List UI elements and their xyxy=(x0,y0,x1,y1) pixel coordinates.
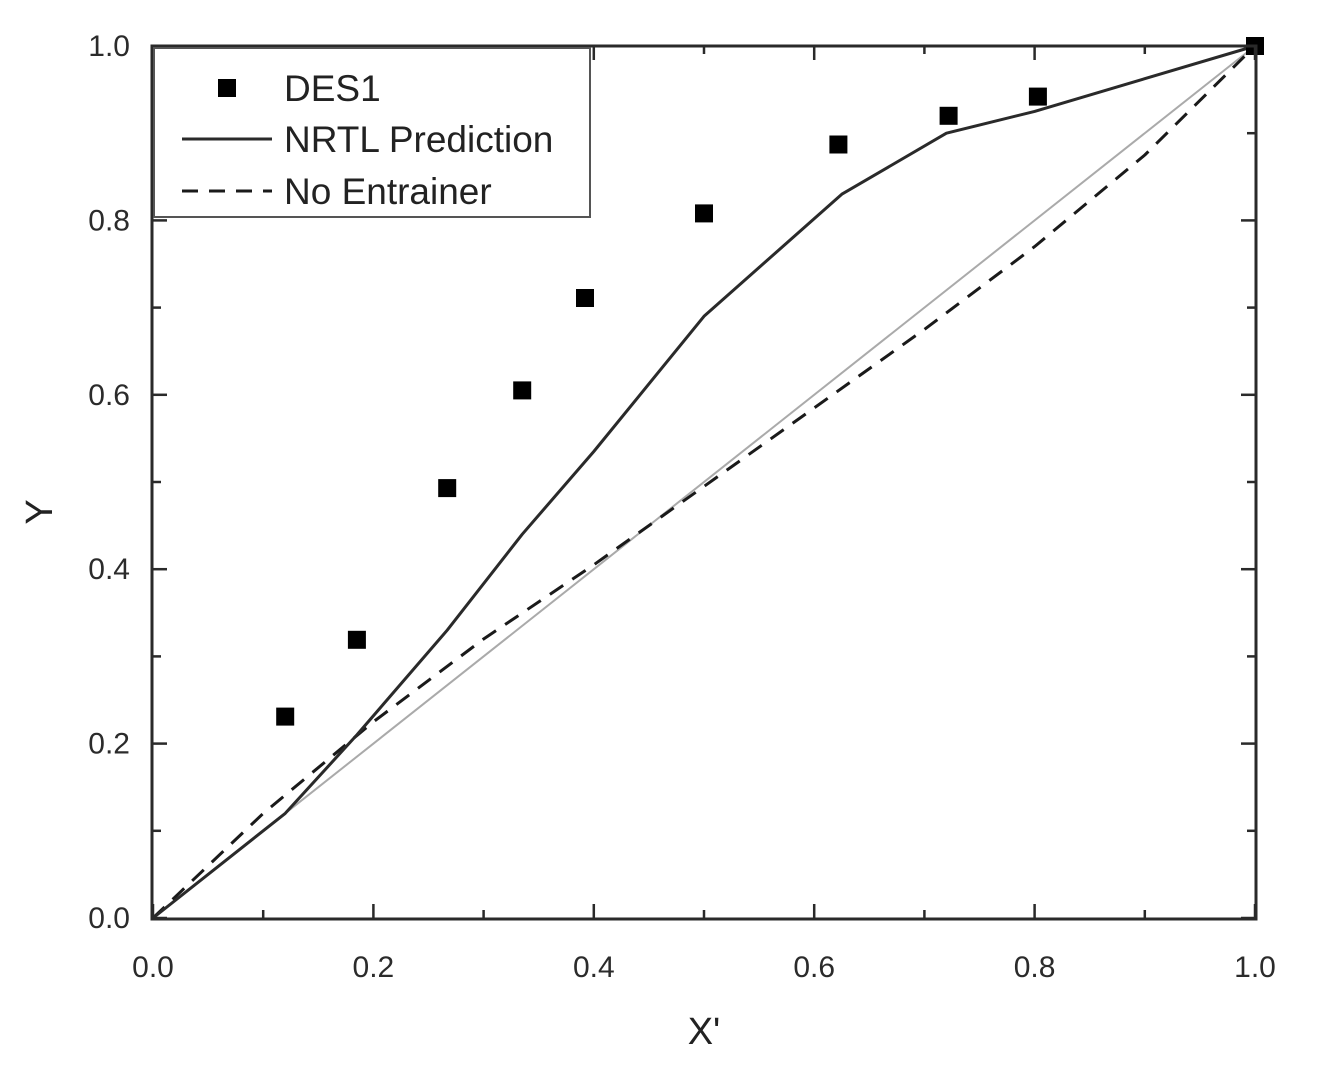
data-point-des1 xyxy=(347,630,366,649)
y-tick-label: 0.4 xyxy=(88,553,130,586)
legend-label-nrtl: NRTL Prediction xyxy=(284,119,553,160)
x-tick-label: 0.6 xyxy=(793,951,835,984)
data-point-des1 xyxy=(695,204,713,223)
y-tick-label: 0.8 xyxy=(88,204,130,237)
y-tick-label: 1.0 xyxy=(88,30,130,63)
x-tick-label: 0.4 xyxy=(573,951,615,984)
x-axis-title: X' xyxy=(688,1011,721,1053)
legend-box xyxy=(153,47,591,218)
data-point-des1 xyxy=(513,381,532,400)
data-point-des1 xyxy=(939,106,958,125)
data-point-des1 xyxy=(438,479,457,498)
y-axis-title: Y xyxy=(19,499,61,524)
data-point-des1 xyxy=(576,289,594,307)
series-line-nrtl-prediction xyxy=(152,44,1256,920)
ticks-layer: 0.0 0.2 0.4 0.6 0.8 1.0 0.0 0.2 0.4 0.6 0.8 1.0 xyxy=(88,30,1276,984)
x-tick-label: 0.0 xyxy=(132,951,174,984)
x-tick-label: 0.2 xyxy=(353,951,395,984)
legend-marker-des1 xyxy=(218,79,236,97)
y-tick-label: 0.0 xyxy=(88,902,130,935)
series-line-no-entrainer xyxy=(151,44,1257,920)
x-tick-label: 0.8 xyxy=(1014,951,1056,984)
y-tick-label: 0.2 xyxy=(88,728,130,761)
y-tick-label: 0.6 xyxy=(88,379,130,412)
series-line-reference-diagonal xyxy=(152,45,1256,919)
x-tick-label: 1.0 xyxy=(1234,951,1276,984)
legend-label-no-entrainer: No Entrainer xyxy=(284,171,492,212)
data-point-des1 xyxy=(1028,87,1047,106)
series-layer xyxy=(151,37,1264,920)
data-point-des1 xyxy=(829,135,848,154)
data-point-des1 xyxy=(276,707,295,726)
legend-label-des1: DES1 xyxy=(284,68,381,109)
legend: DES1 NRTL Prediction No Entrainer xyxy=(153,47,591,218)
